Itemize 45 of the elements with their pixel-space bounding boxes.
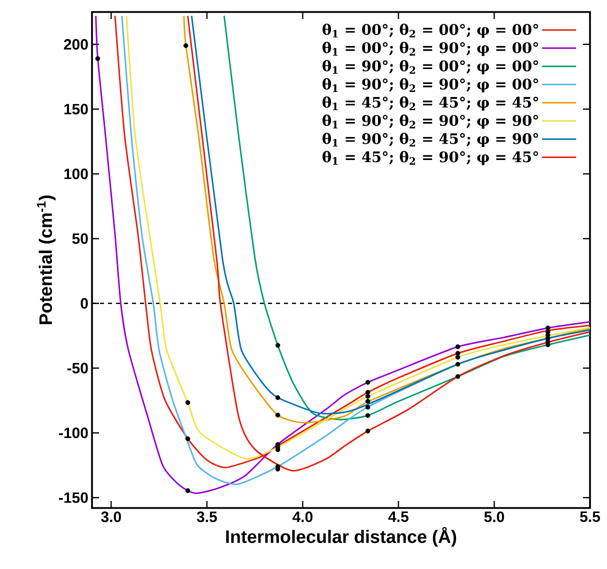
point — [95, 56, 100, 62]
point — [365, 380, 370, 385]
point — [275, 342, 280, 348]
point — [185, 436, 190, 442]
point — [275, 395, 280, 400]
point — [365, 428, 370, 434]
y-axis-title: Potential (cm$^{-1}$) — [36, 196, 56, 324]
point — [185, 488, 190, 494]
x-tick-label: 5.0 — [484, 512, 504, 522]
x-tick-label: 3.0 — [101, 512, 121, 522]
point — [455, 354, 460, 360]
y-tick-label: 50 — [72, 233, 88, 244]
point — [545, 326, 550, 330]
point — [185, 400, 190, 405]
x-axis-title: Intermolecular distance (Å) — [226, 527, 456, 547]
point — [183, 43, 188, 48]
point — [365, 413, 370, 418]
point — [455, 350, 460, 356]
y-tick-label: -50 — [67, 362, 88, 374]
x-tick-label: 4.0 — [292, 512, 312, 522]
legend-label: θ$_{1}$ = 90°; θ$_{2}$ = 90°; φ = 00° — [322, 78, 538, 92]
point — [365, 390, 370, 395]
legend-label: θ$_{1}$ = 00°; θ$_{2}$ = 90°; φ = 00° — [322, 42, 538, 56]
x-tick-label: 5.5 — [580, 512, 600, 522]
y-tick-label: -100 — [59, 428, 88, 438]
y-tick-label: 200 — [64, 39, 88, 50]
point — [455, 344, 460, 350]
x-tick-label: 3.5 — [196, 512, 217, 522]
y-tick-label: 150 — [64, 104, 88, 114]
legend-label: θ$_{1}$ = 90°; θ$_{2}$ = 90°; φ = 90° — [322, 114, 538, 129]
y-tick-label: 0 — [80, 298, 88, 309]
legend-label: θ$_{1}$ = 45°; θ$_{2}$ = 45°; φ = 45° — [322, 96, 538, 111]
point — [365, 404, 370, 410]
legend-label: θ$_{1}$ = 00°; θ$_{2}$ = 00°; φ = 00° — [322, 24, 538, 38]
y-tick-label: -150 — [59, 492, 88, 503]
legend-label: θ$_{1}$ = 90°; θ$_{2}$ = 00°; φ = 00° — [322, 60, 538, 74]
point — [455, 374, 460, 379]
y-tick-label: 100 — [64, 168, 88, 180]
x-tick-label: 4.5 — [388, 512, 408, 522]
point — [455, 362, 460, 367]
point — [365, 394, 370, 399]
point — [365, 398, 370, 404]
legend-label: θ$_{1}$ = 90°; θ$_{2}$ = 45°; φ = 90° — [322, 132, 538, 147]
point — [275, 412, 280, 418]
legend-label: θ$_{1}$ = 45°; θ$_{2}$ = 90°; φ = 45° — [322, 150, 538, 166]
